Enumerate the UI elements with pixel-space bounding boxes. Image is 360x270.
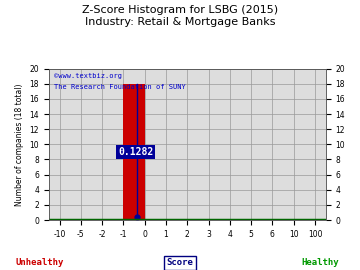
Text: ©www.textbiz.org: ©www.textbiz.org [54, 73, 122, 79]
Text: Z-Score Histogram for LSBG (2015)
Industry: Retail & Mortgage Banks: Z-Score Histogram for LSBG (2015) Indust… [82, 5, 278, 27]
Text: Unhealthy: Unhealthy [15, 258, 64, 267]
Text: Score: Score [167, 258, 193, 267]
Text: 0.1282: 0.1282 [118, 147, 153, 157]
Text: Healthy: Healthy [302, 258, 339, 267]
Bar [123, 84, 145, 220]
Text: The Research Foundation of SUNY: The Research Foundation of SUNY [54, 84, 186, 90]
Y-axis label: Number of companies (18 total): Number of companies (18 total) [15, 83, 24, 205]
